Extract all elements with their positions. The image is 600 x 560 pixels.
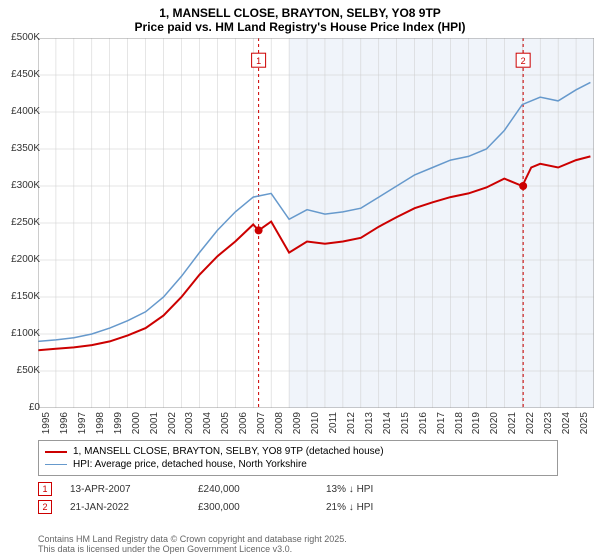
annotation-badge-2: 2	[38, 500, 52, 514]
x-tick-label: 2021	[507, 412, 518, 442]
x-tick-label: 2022	[525, 412, 536, 442]
y-tick-label: £250K	[4, 217, 40, 228]
annotation-row-2: 2 21-JAN-2022 £300,000 21% ↓ HPI	[38, 498, 436, 516]
x-tick-label: 2003	[184, 412, 195, 442]
svg-text:2: 2	[521, 56, 526, 66]
annotation-date-1: 13-APR-2007	[70, 484, 180, 495]
y-tick-label: £500K	[4, 32, 40, 43]
svg-text:1: 1	[256, 56, 261, 66]
title-line-1: 1, MANSELL CLOSE, BRAYTON, SELBY, YO8 9T…	[0, 6, 600, 20]
x-tick-label: 2024	[561, 412, 572, 442]
annotation-table: 1 13-APR-2007 £240,000 13% ↓ HPI 2 21-JA…	[38, 480, 436, 516]
x-tick-label: 2017	[436, 412, 447, 442]
x-tick-label: 2010	[310, 412, 321, 442]
legend-item-hpi: HPI: Average price, detached house, Nort…	[45, 458, 551, 471]
annotation-price-1: £240,000	[198, 484, 308, 495]
y-tick-label: £350K	[4, 143, 40, 154]
x-tick-label: 2018	[454, 412, 465, 442]
footer-line-2: This data is licensed under the Open Gov…	[38, 544, 347, 554]
y-tick-label: £0	[4, 402, 40, 413]
x-tick-label: 2005	[220, 412, 231, 442]
x-tick-label: 2011	[328, 412, 339, 442]
x-tick-label: 1998	[95, 412, 106, 442]
x-tick-label: 2025	[579, 412, 590, 442]
x-tick-label: 2007	[256, 412, 267, 442]
x-tick-label: 2006	[238, 412, 249, 442]
footer-line-1: Contains HM Land Registry data © Crown c…	[38, 534, 347, 544]
annotation-delta-1: 13% ↓ HPI	[326, 484, 436, 495]
y-tick-label: £200K	[4, 254, 40, 265]
legend-label-hpi: HPI: Average price, detached house, Nort…	[73, 459, 307, 470]
y-tick-label: £100K	[4, 328, 40, 339]
annotation-badge-1: 1	[38, 482, 52, 496]
y-tick-label: £300K	[4, 180, 40, 191]
annotation-date-2: 21-JAN-2022	[70, 502, 180, 513]
legend-swatch-hpi	[45, 464, 67, 466]
x-tick-label: 2015	[400, 412, 411, 442]
x-tick-label: 2020	[489, 412, 500, 442]
x-tick-label: 2001	[149, 412, 160, 442]
title-line-2: Price paid vs. HM Land Registry's House …	[0, 20, 600, 34]
legend-swatch-property	[45, 451, 67, 453]
x-tick-label: 2014	[382, 412, 393, 442]
x-tick-label: 1997	[77, 412, 88, 442]
legend-item-property: 1, MANSELL CLOSE, BRAYTON, SELBY, YO8 9T…	[45, 445, 551, 458]
annotation-row-1: 1 13-APR-2007 £240,000 13% ↓ HPI	[38, 480, 436, 498]
y-tick-label: £450K	[4, 69, 40, 80]
legend: 1, MANSELL CLOSE, BRAYTON, SELBY, YO8 9T…	[38, 440, 558, 476]
y-tick-label: £150K	[4, 291, 40, 302]
title-block: 1, MANSELL CLOSE, BRAYTON, SELBY, YO8 9T…	[0, 0, 600, 36]
x-tick-label: 1995	[41, 412, 52, 442]
x-tick-label: 2004	[202, 412, 213, 442]
line-chart: 12	[38, 38, 594, 408]
annotation-delta-2: 21% ↓ HPI	[326, 502, 436, 513]
annotation-price-2: £300,000	[198, 502, 308, 513]
x-tick-label: 2000	[131, 412, 142, 442]
legend-label-property: 1, MANSELL CLOSE, BRAYTON, SELBY, YO8 9T…	[73, 446, 384, 457]
x-tick-label: 2016	[418, 412, 429, 442]
y-tick-label: £50K	[4, 365, 40, 376]
x-tick-label: 2008	[274, 412, 285, 442]
y-tick-label: £400K	[4, 106, 40, 117]
x-tick-label: 2012	[346, 412, 357, 442]
x-tick-label: 2023	[543, 412, 554, 442]
x-tick-label: 1999	[113, 412, 124, 442]
chart-area: 12	[38, 38, 594, 408]
x-tick-label: 2013	[364, 412, 375, 442]
chart-container: 1, MANSELL CLOSE, BRAYTON, SELBY, YO8 9T…	[0, 0, 600, 560]
x-tick-label: 2002	[167, 412, 178, 442]
x-tick-label: 1996	[59, 412, 70, 442]
x-tick-label: 2009	[292, 412, 303, 442]
x-tick-label: 2019	[471, 412, 482, 442]
footer: Contains HM Land Registry data © Crown c…	[38, 534, 347, 554]
